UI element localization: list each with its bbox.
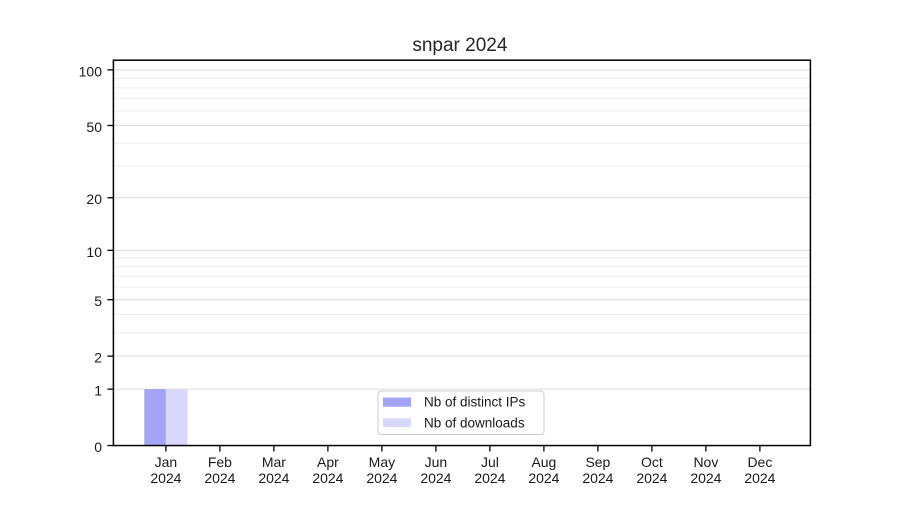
svg-text:Nov: Nov: [693, 454, 718, 470]
svg-text:100: 100: [79, 63, 103, 79]
svg-text:2024: 2024: [258, 470, 289, 486]
svg-text:2024: 2024: [366, 470, 397, 486]
svg-text:2024: 2024: [150, 470, 181, 486]
svg-text:Jul: Jul: [481, 454, 499, 470]
svg-text:2024: 2024: [474, 470, 505, 486]
svg-text:5: 5: [94, 293, 102, 309]
svg-text:Nb of downloads: Nb of downloads: [424, 415, 525, 430]
svg-text:2024: 2024: [636, 470, 667, 486]
svg-text:Oct: Oct: [641, 454, 663, 470]
svg-text:2024: 2024: [420, 470, 451, 486]
svg-text:20: 20: [86, 191, 102, 207]
svg-text:2024: 2024: [312, 470, 343, 486]
svg-text:Jan: Jan: [155, 454, 178, 470]
svg-text:2024: 2024: [690, 470, 721, 486]
svg-text:Apr: Apr: [317, 454, 339, 470]
svg-text:1: 1: [94, 383, 102, 399]
svg-text:2: 2: [94, 350, 102, 366]
svg-text:Nb of distinct IPs: Nb of distinct IPs: [424, 395, 526, 410]
svg-text:2024: 2024: [528, 470, 559, 486]
svg-text:Jun: Jun: [425, 454, 448, 470]
svg-text:Dec: Dec: [747, 454, 772, 470]
svg-text:2024: 2024: [744, 470, 775, 486]
svg-text:50: 50: [86, 119, 102, 135]
svg-text:0: 0: [94, 439, 102, 455]
svg-text:Feb: Feb: [208, 454, 232, 470]
svg-text:Aug: Aug: [531, 454, 556, 470]
svg-text:snpar 2024: snpar 2024: [412, 35, 508, 56]
svg-text:2024: 2024: [204, 470, 235, 486]
svg-text:Sep: Sep: [585, 454, 610, 470]
svg-text:2024: 2024: [582, 470, 613, 486]
svg-text:Mar: Mar: [262, 454, 286, 470]
svg-text:10: 10: [86, 244, 102, 260]
svg-text:May: May: [369, 454, 395, 470]
